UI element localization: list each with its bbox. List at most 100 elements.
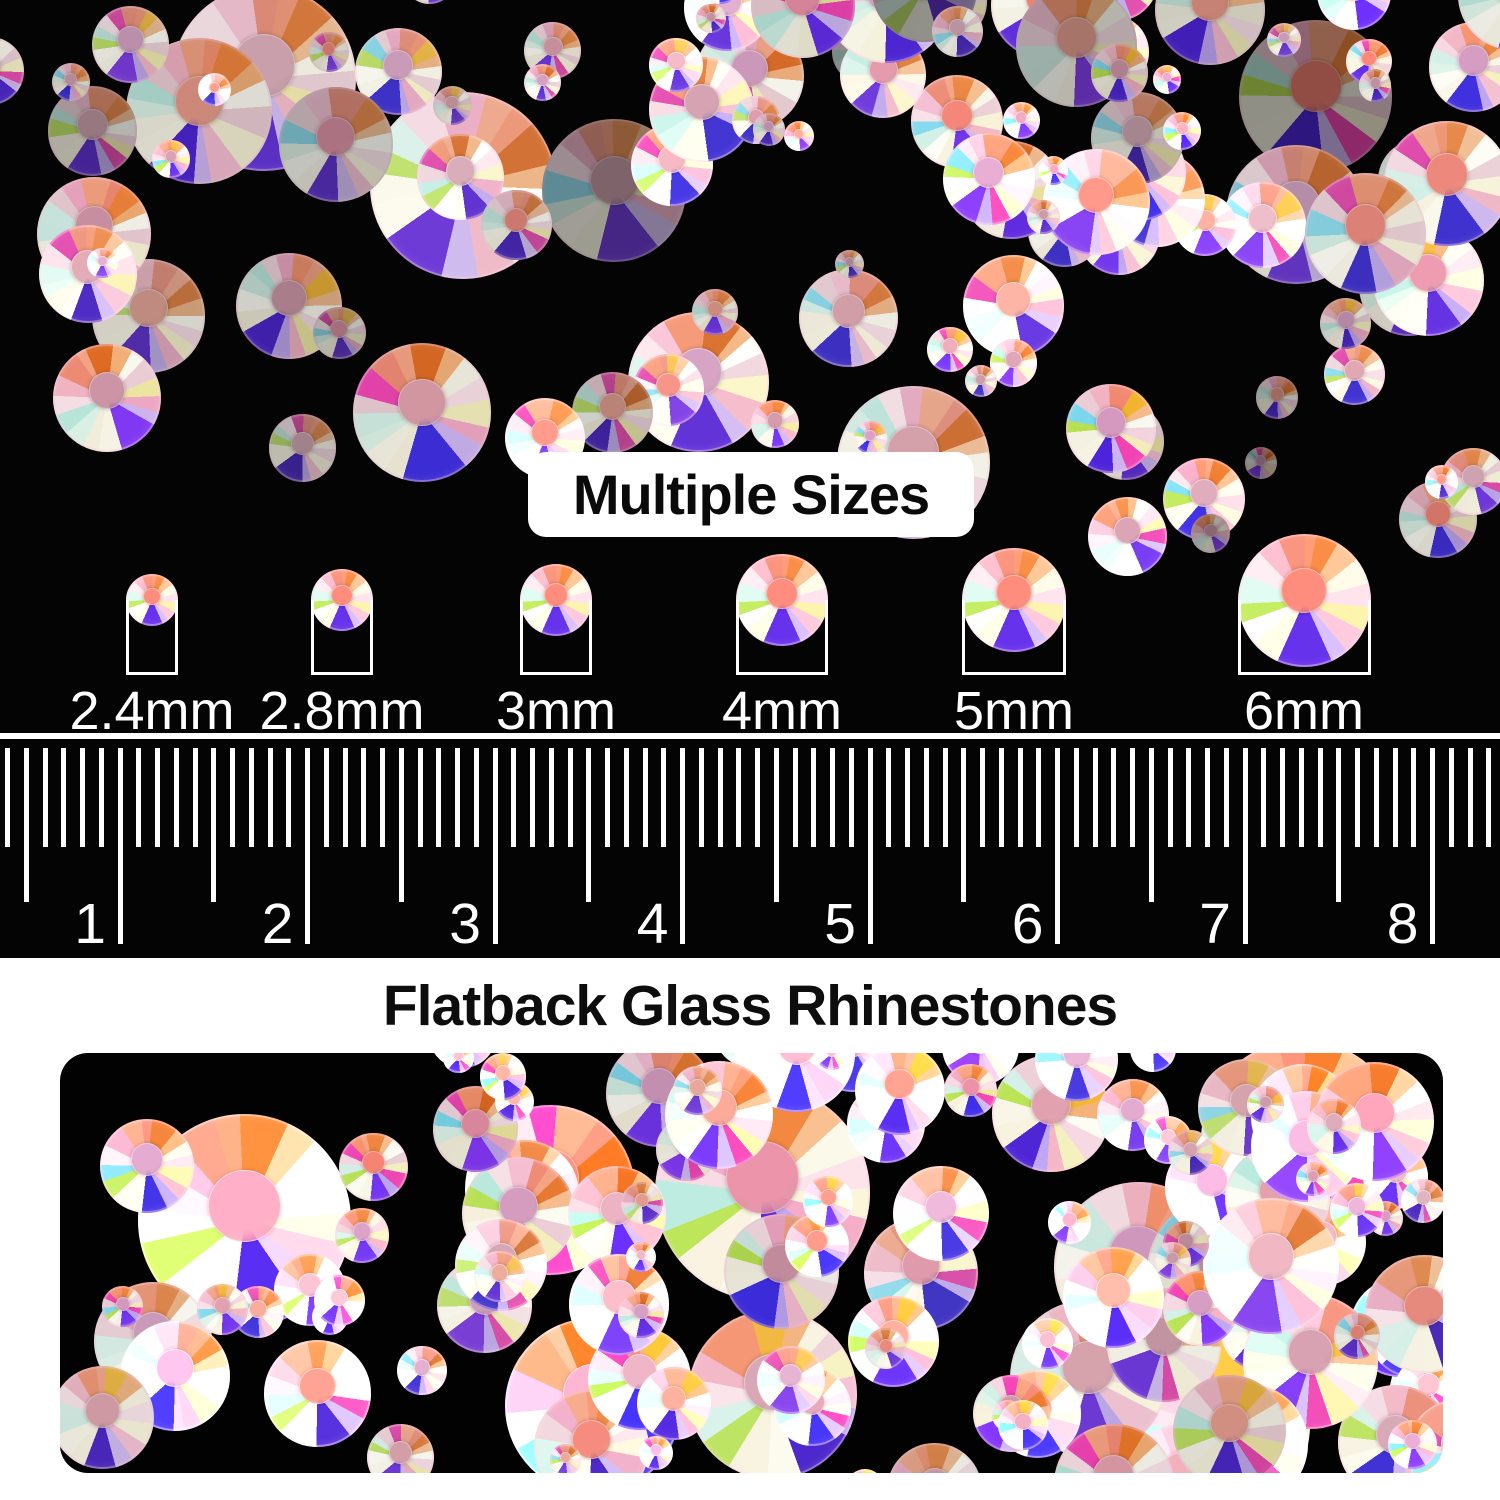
ruler-tick xyxy=(211,748,217,902)
ruler-tick xyxy=(1036,748,1042,847)
ruler-tick xyxy=(1055,748,1060,944)
rhinestone-table-facet xyxy=(1462,465,1486,489)
ruler-tick xyxy=(586,748,592,902)
rhinestone xyxy=(638,1435,674,1471)
size-sample-stone xyxy=(520,564,592,636)
ruler-tick xyxy=(230,748,235,847)
rhinestone xyxy=(1247,1086,1284,1124)
rhinestone-table-facet xyxy=(656,372,681,398)
rhinestone-table-facet xyxy=(996,281,1031,317)
ruler-tick xyxy=(5,748,10,847)
rhinestone-table-facet xyxy=(1369,77,1381,89)
rhinestone xyxy=(264,1340,371,1447)
rhinestone-table-facet xyxy=(445,156,476,186)
ruler-tick xyxy=(605,748,610,847)
rhinestone-table-facet xyxy=(1344,360,1365,381)
rhinestone-table-facet xyxy=(1014,1412,1032,1431)
ruler-tick xyxy=(886,748,892,847)
rhinestone xyxy=(1401,1178,1443,1223)
rhinestone xyxy=(367,1423,435,1473)
rhinestone xyxy=(474,1251,526,1302)
rhinestone xyxy=(1244,446,1278,480)
ruler-tick xyxy=(117,748,123,944)
ruler-tick xyxy=(80,748,85,847)
rhinestone-table-facet xyxy=(589,156,639,205)
rhinestone xyxy=(1167,1129,1214,1176)
rhinestone-table-facet xyxy=(1005,351,1022,368)
rhinestone xyxy=(845,1469,885,1473)
rhinestone-table-facet xyxy=(636,1249,647,1261)
rhinestone-table-facet xyxy=(973,156,1005,189)
ruler-tick xyxy=(1130,748,1135,847)
rhinestone-table-facet xyxy=(213,1297,232,1315)
rhinestone xyxy=(313,1275,365,1327)
ruler: 1 2 3 4 5 6 7 8 xyxy=(0,730,1500,958)
ruler-tick xyxy=(267,748,273,847)
rhinestone-table-facet xyxy=(1417,1373,1440,1396)
rhinestone-table-facet xyxy=(531,418,559,447)
rhinestone-table-facet xyxy=(1121,115,1153,147)
ruler-tick xyxy=(1261,748,1267,847)
ruler-tick xyxy=(980,748,985,847)
rhinestone-table-facet xyxy=(271,280,308,317)
rhinestone xyxy=(1295,1161,1330,1196)
rhinestone-table-facet xyxy=(84,1392,120,1428)
rhinestone-table-facet xyxy=(543,36,563,57)
rhinestone-table-facet xyxy=(1435,473,1448,486)
rhinestone xyxy=(802,1176,854,1227)
rhinestone-table-facet xyxy=(64,73,78,87)
ruler-tick xyxy=(961,748,967,902)
rhinestone xyxy=(334,1208,390,1263)
multiple-sizes-label: Multiple Sizes xyxy=(528,452,974,537)
rhinestone xyxy=(1039,156,1069,186)
rhinestone-table-facet xyxy=(884,1068,915,1100)
ruler-tick xyxy=(173,748,179,847)
rhinestone xyxy=(756,1346,825,1415)
rhinestone-table-facet xyxy=(461,1108,491,1138)
rhinestone-table-facet xyxy=(784,0,821,17)
rhinestone xyxy=(618,1291,665,1338)
rhinestone xyxy=(964,365,997,398)
rhinestone-table-facet xyxy=(1166,1251,1179,1265)
rhinestone-table-facet xyxy=(1095,407,1127,438)
rhinestone-table-facet xyxy=(1248,204,1278,234)
ruler-tick xyxy=(623,748,629,847)
rhinestone-table-facet xyxy=(1415,1190,1431,1206)
rhinestone-table-facet xyxy=(129,288,168,328)
rhinestone xyxy=(268,414,337,482)
rhinestone xyxy=(1315,1061,1435,1181)
rhinestone xyxy=(887,1443,982,1473)
size-bracket xyxy=(311,600,373,675)
rhinestone-table-facet xyxy=(706,11,716,22)
rhinestone-table-facet xyxy=(1120,1097,1145,1123)
rhinestone-table-facet xyxy=(941,99,973,132)
rhinestone xyxy=(397,1346,447,1396)
rhinestone xyxy=(443,1053,474,1074)
rhinestone-table-facet xyxy=(1287,1329,1334,1375)
rhinestone xyxy=(1358,69,1392,102)
rhinestone-table-facet xyxy=(1093,1455,1135,1473)
ruler-tick xyxy=(1242,748,1248,944)
rhinestone-table-facet xyxy=(1324,1113,1344,1132)
rhinestone-table-facet xyxy=(1281,568,1327,614)
rhinestone xyxy=(944,1064,997,1117)
rhinestone xyxy=(692,289,738,335)
rhinestone-table-facet xyxy=(1404,1432,1421,1450)
ruler-tick xyxy=(905,748,910,847)
rhinestone-table-facet xyxy=(1441,1426,1443,1462)
rhinestone xyxy=(621,1182,664,1225)
bottom-rhinestones-photo xyxy=(60,1053,1443,1473)
rhinestone-table-facet xyxy=(1162,72,1172,83)
rhinestone-table-facet xyxy=(1345,204,1387,246)
ruler-number: 6 xyxy=(1011,892,1044,956)
rhinestone xyxy=(549,1444,582,1473)
rhinestone-table-facet xyxy=(1078,176,1115,213)
ruler-tick xyxy=(1186,748,1192,847)
rhinestone-table-facet xyxy=(684,84,720,121)
rhinestone-table-facet xyxy=(321,42,336,56)
rhinestone xyxy=(1387,1419,1438,1470)
rhinestone xyxy=(1191,514,1231,554)
rhinestone xyxy=(197,1284,248,1335)
ruler-tick xyxy=(923,748,929,847)
rhinestone-table-facet xyxy=(1404,1285,1443,1326)
